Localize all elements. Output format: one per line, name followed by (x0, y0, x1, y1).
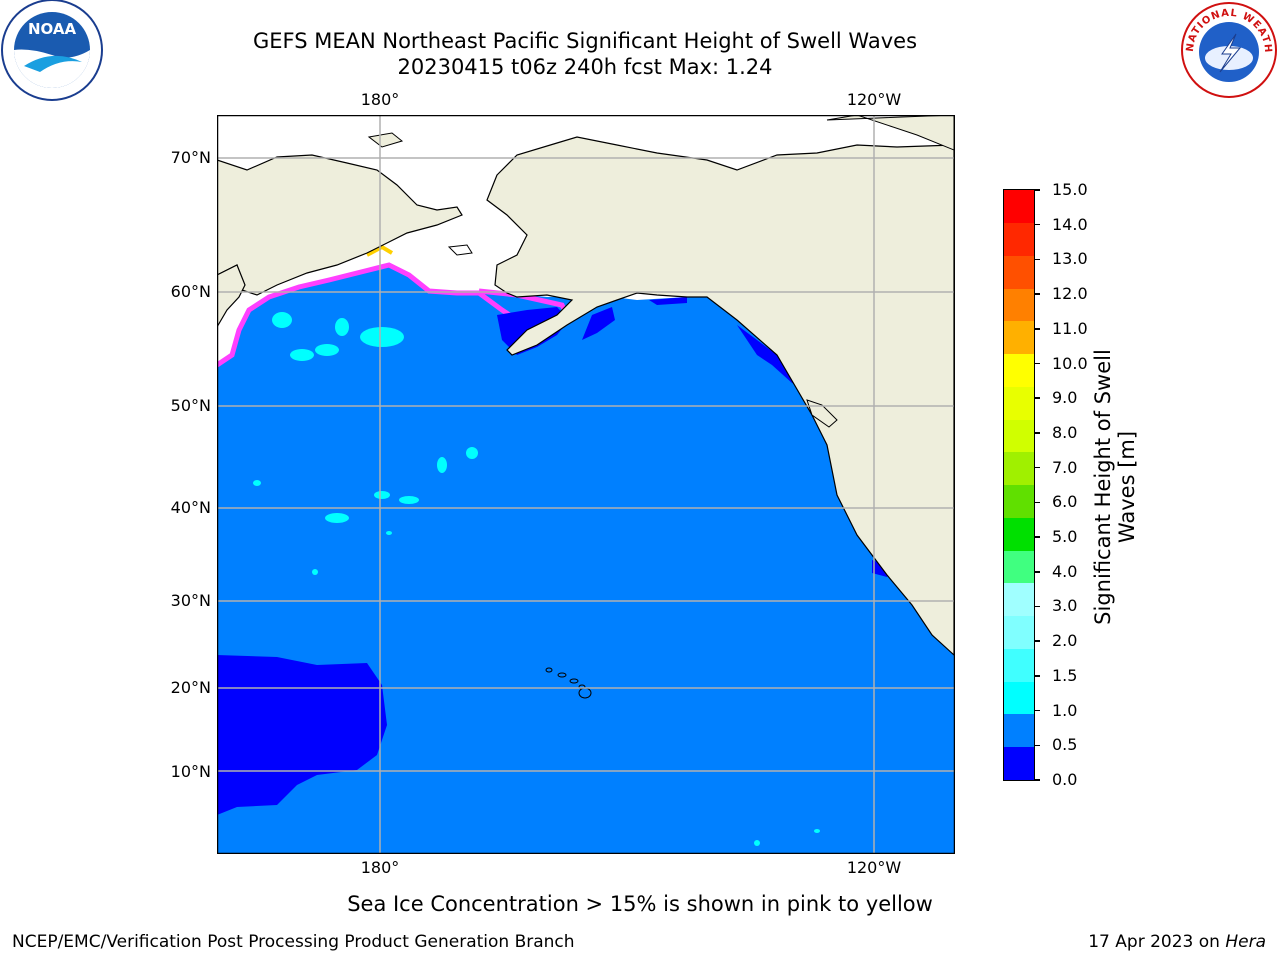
colorbar-tick-mark (1034, 397, 1040, 399)
colorbar-tick-mark (1034, 293, 1040, 295)
colorbar-tick-label: 15.0 (1052, 180, 1088, 199)
colorbar-tick-mark (1034, 675, 1040, 677)
land-kamchatka (217, 264, 246, 329)
colorbar-tick-label: 5.0 (1052, 527, 1078, 547)
map-frame (217, 115, 955, 854)
land-north-america (486, 136, 954, 656)
colorbar-tick-label: 12.0 (1052, 284, 1088, 304)
noaa-logo: NOAA (1, 0, 103, 101)
land-hawaii (545, 667, 592, 699)
colorbar-tick-mark (1034, 362, 1040, 365)
colorbar-tick-label: 7.0 (1052, 457, 1078, 477)
sea-ice-note: Sea Ice Concentration > 15% is shown in … (347, 892, 933, 916)
low-swell-patch-north (649, 297, 687, 305)
colorbar-segment (1004, 714, 1034, 748)
colorbar-tick-label: 3.0 (1052, 596, 1078, 616)
lon-label-bottom-120w: 120°W (846, 858, 902, 877)
sea-ice-edge-yellow (366, 244, 394, 257)
colorbar-tick-label: 9.0 (1052, 388, 1078, 408)
colorbar-segment (1004, 681, 1034, 715)
colorbar-segment (1004, 222, 1034, 256)
colorbar-segment (1004, 354, 1034, 387)
colorbar-segment (1004, 747, 1034, 780)
land-wrangel-island (367, 132, 404, 148)
noaa-logo-text: NOAA (28, 20, 77, 38)
colorbar-segment (1004, 386, 1034, 420)
footer-credit: NCEP/EMC/Verification Post Processing Pr… (12, 932, 575, 952)
colorbar-tick-mark (1034, 536, 1040, 538)
colorbar-tick-mark (1034, 432, 1040, 434)
lat-label-70n: 70°N (170, 148, 211, 167)
colorbar-tick-label: 13.0 (1052, 249, 1088, 269)
colorbar-tick-mark (1034, 779, 1040, 781)
colorbar-tick-label: 6.0 (1052, 492, 1078, 512)
lat-label-20n: 20°N (170, 678, 211, 697)
map-subtitle: 20230415 t06z 240h fcst Max: 1.24 (397, 55, 773, 79)
colorbar-segment (1004, 550, 1034, 584)
lat-label-60n: 60°N (170, 282, 211, 301)
map-title: GEFS MEAN Northeast Pacific Significant … (252, 29, 918, 53)
colorbar-tick-label: 14.0 (1052, 214, 1088, 234)
colorbar-tick-mark (1034, 258, 1040, 261)
colorbar-tick-mark (1034, 466, 1040, 469)
colorbar-segment (1004, 190, 1034, 223)
colorbar-tick-mark (1034, 709, 1040, 712)
colorbar-segment (1004, 321, 1034, 355)
colorbar-tick-label: 0.0 (1052, 770, 1078, 789)
colorbar-segment (1004, 648, 1034, 682)
colorbar-tick-mark (1034, 605, 1040, 608)
map-gridlines (217, 115, 954, 853)
colorbar-tick-label: 2.0 (1052, 631, 1078, 651)
colorbar-segment (1004, 419, 1034, 453)
lon-label-top-180: 180° (360, 90, 400, 109)
footer-host: Hera (1225, 932, 1266, 952)
colorbar-segment (1004, 485, 1034, 518)
colorbar-segment (1004, 583, 1034, 617)
colorbar-tick-label: 4.0 (1052, 561, 1078, 581)
colorbar-tick-mark (1034, 501, 1040, 504)
footer-date-text: 17 Apr 2023 on (1088, 932, 1226, 952)
land-siberia (217, 154, 463, 296)
mid-swell-patches (253, 312, 820, 846)
low-swell-patch-southwest (217, 655, 387, 815)
colorbar-tick-mark (1034, 189, 1040, 191)
colorbar-tick-label: 11.0 (1052, 318, 1088, 338)
colorbar-tick-mark (1034, 640, 1040, 642)
footer-date: 17 Apr 2023 on Hera (1088, 932, 1266, 952)
colorbar-tick-mark (1034, 571, 1040, 573)
colorbar-tick-label: 10.0 (1052, 353, 1088, 373)
lat-label-40n: 40°N (170, 498, 211, 517)
colorbar-segment (1004, 255, 1034, 289)
colorbar-segment (1004, 288, 1034, 322)
lat-label-50n: 50°N (170, 396, 211, 415)
colorbar-tick-label: 0.5 (1052, 735, 1078, 755)
colorbar-tick-label: 1.0 (1052, 700, 1078, 720)
land-st-lawrence-island (447, 244, 473, 256)
colorbar-tick-mark (1034, 223, 1040, 226)
colorbar (1003, 189, 1035, 781)
lon-label-top-120w: 120°W (846, 90, 902, 109)
colorbar-segment (1004, 452, 1034, 486)
colorbar-tick-mark (1034, 744, 1040, 747)
nws-logo: NATIONAL WEATHER SERVICE (1178, 0, 1277, 98)
colorbar-tick-mark (1034, 328, 1040, 330)
map-panel (217, 115, 955, 854)
low-swell-patch-alaska (582, 307, 615, 340)
lat-label-30n: 30°N (170, 591, 211, 610)
lat-label-10n: 10°N (170, 762, 211, 781)
colorbar-label: Significant Height of Swell Waves [m] (1091, 349, 1139, 625)
colorbar-segment (1004, 517, 1034, 551)
colorbar-segment (1004, 616, 1034, 649)
colorbar-tick-label: 8.0 (1052, 422, 1078, 442)
colorbar-tick-label: 1.5 (1052, 665, 1078, 685)
lon-label-bottom-180: 180° (360, 858, 400, 877)
